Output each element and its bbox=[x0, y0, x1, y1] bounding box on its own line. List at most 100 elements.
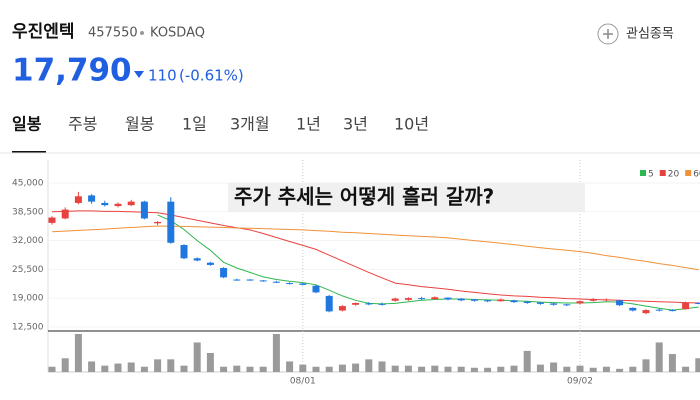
candle-body bbox=[576, 301, 584, 304]
period-tab[interactable]: 3개월 bbox=[230, 115, 270, 134]
candle-body bbox=[140, 201, 148, 219]
candle-body bbox=[418, 298, 426, 300]
market: KOSDAQ bbox=[150, 26, 205, 41]
candle-body bbox=[497, 299, 505, 302]
volume-bar bbox=[682, 366, 690, 372]
watch-button[interactable]: 관심종목 bbox=[597, 23, 674, 45]
candle-body bbox=[338, 306, 346, 311]
volume-bar bbox=[497, 366, 505, 372]
volume-bar bbox=[154, 359, 162, 372]
moving-average-line bbox=[51, 225, 699, 271]
candle-body bbox=[484, 300, 492, 302]
volume-bar bbox=[48, 366, 56, 372]
legend-label: 60 bbox=[693, 170, 700, 180]
candle-body bbox=[154, 221, 162, 224]
candle-body bbox=[404, 298, 412, 300]
volume-bar bbox=[272, 334, 280, 372]
volume-bar bbox=[668, 354, 676, 372]
volume-bar bbox=[88, 361, 96, 372]
volume-bar bbox=[259, 366, 267, 372]
volume-bar bbox=[74, 334, 82, 372]
volume-bar bbox=[378, 361, 386, 372]
volume-bar bbox=[444, 366, 452, 372]
period-tab[interactable]: 10년 bbox=[394, 115, 429, 134]
candle-body bbox=[127, 201, 135, 206]
down-arrow bbox=[134, 71, 144, 78]
candle-body bbox=[220, 268, 228, 278]
volume-bar bbox=[695, 358, 700, 372]
candle-body bbox=[180, 245, 188, 259]
y-tick-label: 25,500 bbox=[12, 265, 44, 275]
candle-body bbox=[602, 299, 610, 301]
price-change-pct: (-0.61%) bbox=[179, 67, 244, 85]
period-tab[interactable]: 주봉 bbox=[68, 115, 97, 134]
volume-bar bbox=[642, 359, 650, 372]
volume-bar bbox=[220, 366, 228, 372]
candle-body bbox=[378, 303, 386, 305]
candle-body bbox=[272, 281, 280, 283]
moving-average-line bbox=[51, 210, 699, 304]
candle-body bbox=[259, 280, 267, 282]
volume-bar bbox=[655, 342, 663, 372]
candle-body bbox=[523, 301, 531, 303]
price-change: 110 bbox=[148, 67, 177, 85]
candle-body bbox=[589, 299, 597, 301]
candle-body bbox=[114, 203, 122, 207]
volume-bar bbox=[299, 364, 307, 372]
volume-bar bbox=[365, 359, 373, 372]
volume-bar bbox=[563, 366, 571, 372]
period-tab[interactable]: 1일 bbox=[182, 115, 207, 134]
candle-body bbox=[193, 258, 201, 261]
volume-bar bbox=[246, 366, 254, 372]
candle-body bbox=[616, 300, 624, 306]
volume-bar bbox=[404, 365, 412, 372]
candle-body bbox=[444, 297, 452, 300]
volume-bar bbox=[325, 366, 333, 372]
legend-label: 5 bbox=[648, 170, 654, 180]
volume-bar bbox=[206, 353, 214, 372]
volume-bar bbox=[352, 363, 360, 372]
candle-body bbox=[682, 302, 690, 310]
period-tab[interactable]: 3년 bbox=[343, 115, 368, 134]
x-tick-label: 08/01 bbox=[290, 377, 316, 387]
period-tab[interactable]: 일봉 bbox=[12, 115, 42, 134]
period-tab[interactable]: 월봉 bbox=[125, 115, 154, 134]
candle-body bbox=[536, 302, 544, 304]
candle-body bbox=[74, 196, 82, 203]
candle-body bbox=[550, 303, 558, 305]
candle-body bbox=[668, 310, 676, 312]
volume-bar bbox=[457, 366, 465, 372]
watch-label: 관심종목 bbox=[626, 27, 674, 42]
period-tabs: 일봉 주봉 월봉 1일 3개월 1년 3년 10년 bbox=[12, 115, 429, 134]
chart-title: 주가 추세는 어떻게 흘러 갈까? bbox=[234, 185, 494, 209]
volume-bar bbox=[101, 365, 109, 372]
volume-bar bbox=[629, 366, 637, 372]
volume-bar bbox=[589, 367, 597, 372]
volume-bar bbox=[602, 366, 610, 372]
separator-dot bbox=[140, 31, 144, 35]
period-tab[interactable]: 1년 bbox=[296, 115, 321, 134]
candle-body bbox=[695, 302, 700, 304]
volume-bar bbox=[286, 361, 294, 372]
stock-name: 우진엔텍 bbox=[12, 22, 75, 42]
candle-body bbox=[642, 310, 650, 314]
moving-average-line bbox=[157, 214, 699, 311]
volume-bar bbox=[180, 365, 188, 372]
volume-bar bbox=[61, 358, 69, 372]
chart: 45,000 38,500 32,000 25,500 19,000 12,500 08/0… bbox=[12, 160, 700, 387]
candle-body bbox=[352, 302, 360, 305]
volume-bar bbox=[576, 365, 584, 372]
volume-bar bbox=[510, 365, 518, 372]
candle-body bbox=[312, 285, 320, 293]
y-tick-label: 45,000 bbox=[12, 179, 44, 189]
legend-swatch bbox=[640, 170, 646, 176]
volume-bar bbox=[523, 350, 531, 372]
volume-bar bbox=[484, 367, 492, 372]
candle-body bbox=[246, 279, 254, 281]
x-tick-label: 09/02 bbox=[567, 377, 593, 387]
volume-bar bbox=[140, 366, 148, 372]
candle-body bbox=[325, 295, 333, 312]
candle-body bbox=[510, 300, 518, 303]
